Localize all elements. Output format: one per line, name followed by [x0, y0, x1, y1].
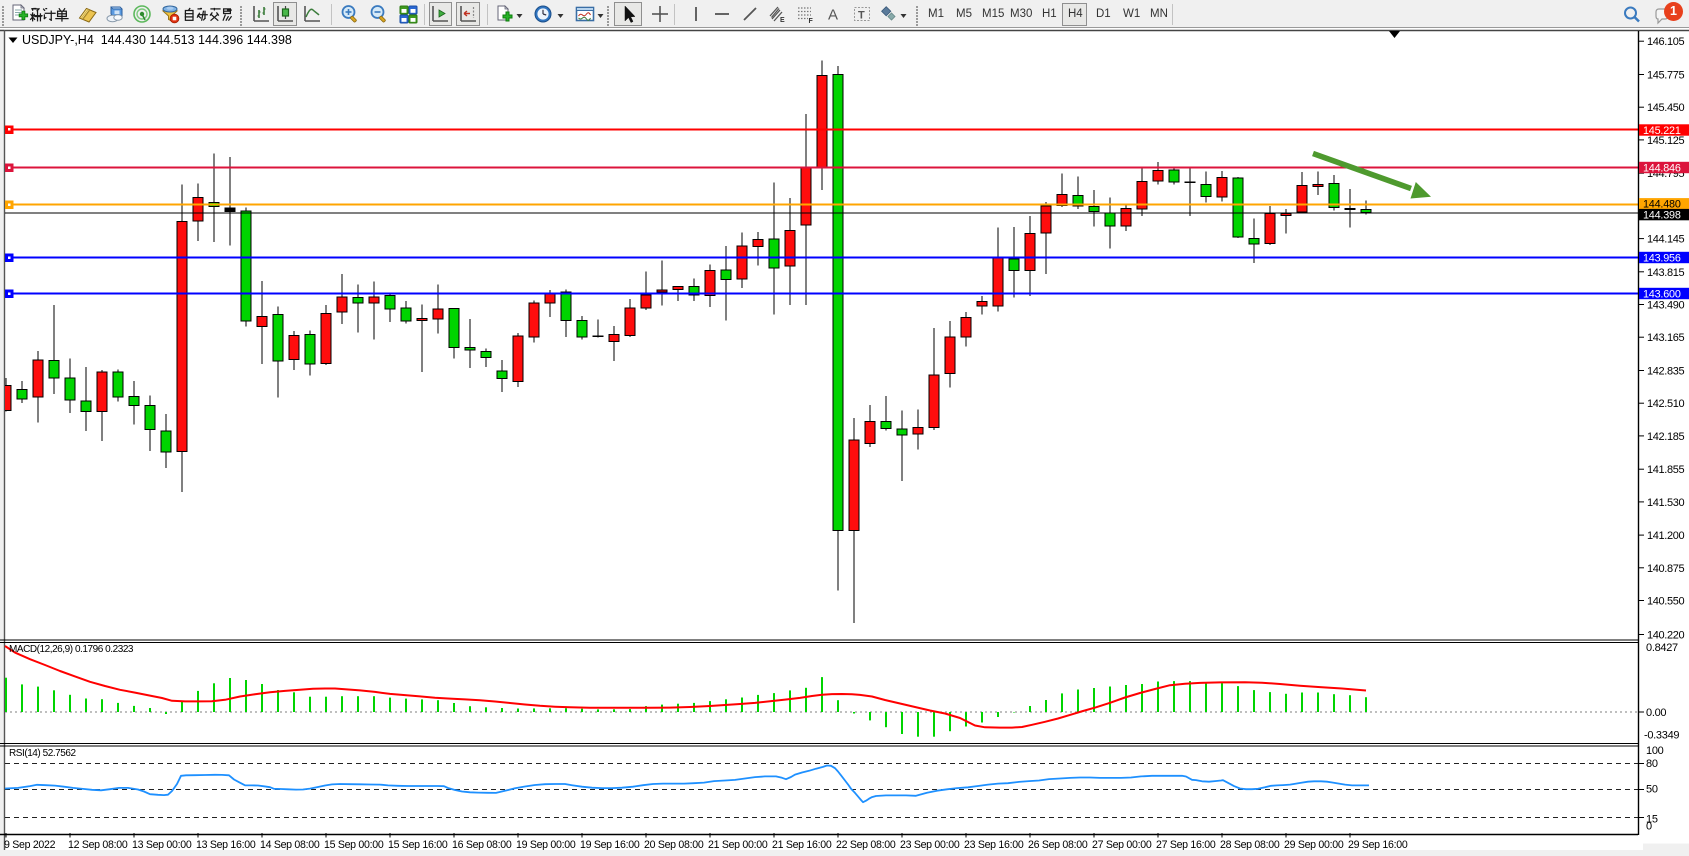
svg-text:21 Sep 16:00: 21 Sep 16:00 [772, 839, 832, 851]
svg-text:29 Sep 00:00: 29 Sep 00:00 [1284, 839, 1344, 851]
svg-text:23 Sep 16:00: 23 Sep 16:00 [964, 839, 1024, 851]
svg-text:143.600: 143.600 [1643, 288, 1681, 300]
svg-text:141.530: 141.530 [1647, 497, 1685, 509]
svg-text:140.875: 140.875 [1647, 563, 1685, 575]
svg-text:23 Sep 00:00: 23 Sep 00:00 [900, 839, 960, 851]
svg-text:-0.3349: -0.3349 [1644, 730, 1679, 742]
svg-text:140.550: 140.550 [1647, 596, 1685, 608]
svg-text:144.145: 144.145 [1647, 234, 1685, 246]
svg-text:0: 0 [1646, 821, 1652, 833]
svg-text:80: 80 [1646, 758, 1658, 770]
svg-text:142.185: 142.185 [1647, 431, 1685, 443]
svg-text:12 Sep 08:00: 12 Sep 08:00 [68, 839, 128, 851]
svg-text:A: A [828, 7, 838, 24]
svg-text:144.398: 144.398 [1643, 209, 1681, 221]
svg-text:141.855: 141.855 [1647, 464, 1685, 476]
svg-text:USDJPY-,H4 144.430 144.513 14: USDJPY-,H4 144.430 144.513 144.396 144.3… [22, 33, 292, 47]
svg-text:MACD(12,26,9) 0.1796 0.2323: MACD(12,26,9) 0.1796 0.2323 [9, 644, 134, 655]
svg-text:29 Sep 16:00: 29 Sep 16:00 [1348, 839, 1408, 851]
svg-text:19 Sep 16:00: 19 Sep 16:00 [580, 839, 640, 851]
svg-text:142.835: 142.835 [1647, 366, 1685, 378]
svg-text:27 Sep 16:00: 27 Sep 16:00 [1156, 839, 1216, 851]
svg-text:145.221: 145.221 [1643, 125, 1681, 137]
svg-text:9 Sep 2022: 9 Sep 2022 [4, 839, 56, 851]
svg-text:16 Sep 08:00: 16 Sep 08:00 [452, 839, 512, 851]
svg-text:143.490: 143.490 [1647, 300, 1685, 312]
svg-text:141.200: 141.200 [1647, 530, 1685, 542]
svg-text:14 Sep 08:00: 14 Sep 08:00 [260, 839, 320, 851]
svg-text:146.105: 146.105 [1647, 36, 1685, 48]
svg-text:145.125: 145.125 [1647, 135, 1685, 147]
svg-text:22 Sep 08:00: 22 Sep 08:00 [836, 839, 896, 851]
svg-text:F: F [809, 18, 814, 24]
svg-text:26 Sep 08:00: 26 Sep 08:00 [1028, 839, 1088, 851]
svg-text:0.8427: 0.8427 [1646, 642, 1678, 654]
svg-text:145.450: 145.450 [1647, 102, 1685, 114]
svg-text:142.510: 142.510 [1647, 398, 1685, 410]
svg-text:15 Sep 16:00: 15 Sep 16:00 [388, 839, 448, 851]
svg-text:144.480: 144.480 [1643, 199, 1681, 211]
svg-text:13 Sep 16:00: 13 Sep 16:00 [196, 839, 256, 851]
svg-text:27 Sep 00:00: 27 Sep 00:00 [1092, 839, 1152, 851]
svg-text:50: 50 [1646, 783, 1658, 795]
svg-text:140.220: 140.220 [1647, 630, 1685, 642]
svg-text:E: E [780, 17, 785, 24]
svg-text:100: 100 [1646, 745, 1664, 757]
svg-text:20 Sep 08:00: 20 Sep 08:00 [644, 839, 704, 851]
svg-text:19 Sep 00:00: 19 Sep 00:00 [516, 839, 576, 851]
svg-text:0.00: 0.00 [1646, 707, 1666, 719]
svg-text:15 Sep 00:00: 15 Sep 00:00 [324, 839, 384, 851]
svg-text:28 Sep 08:00: 28 Sep 08:00 [1220, 839, 1280, 851]
svg-text:13 Sep 00:00: 13 Sep 00:00 [132, 839, 192, 851]
svg-text:143.165: 143.165 [1647, 332, 1685, 344]
svg-text:15: 15 [1646, 813, 1658, 825]
svg-text:144.846: 144.846 [1643, 162, 1681, 174]
svg-text:21 Sep 00:00: 21 Sep 00:00 [708, 839, 768, 851]
svg-text:143.815: 143.815 [1647, 267, 1685, 279]
svg-text:143.956: 143.956 [1643, 252, 1681, 264]
svg-text:145.775: 145.775 [1647, 70, 1685, 82]
svg-text:RSI(14) 52.7562: RSI(14) 52.7562 [9, 748, 77, 759]
svg-text:T: T [858, 10, 865, 22]
